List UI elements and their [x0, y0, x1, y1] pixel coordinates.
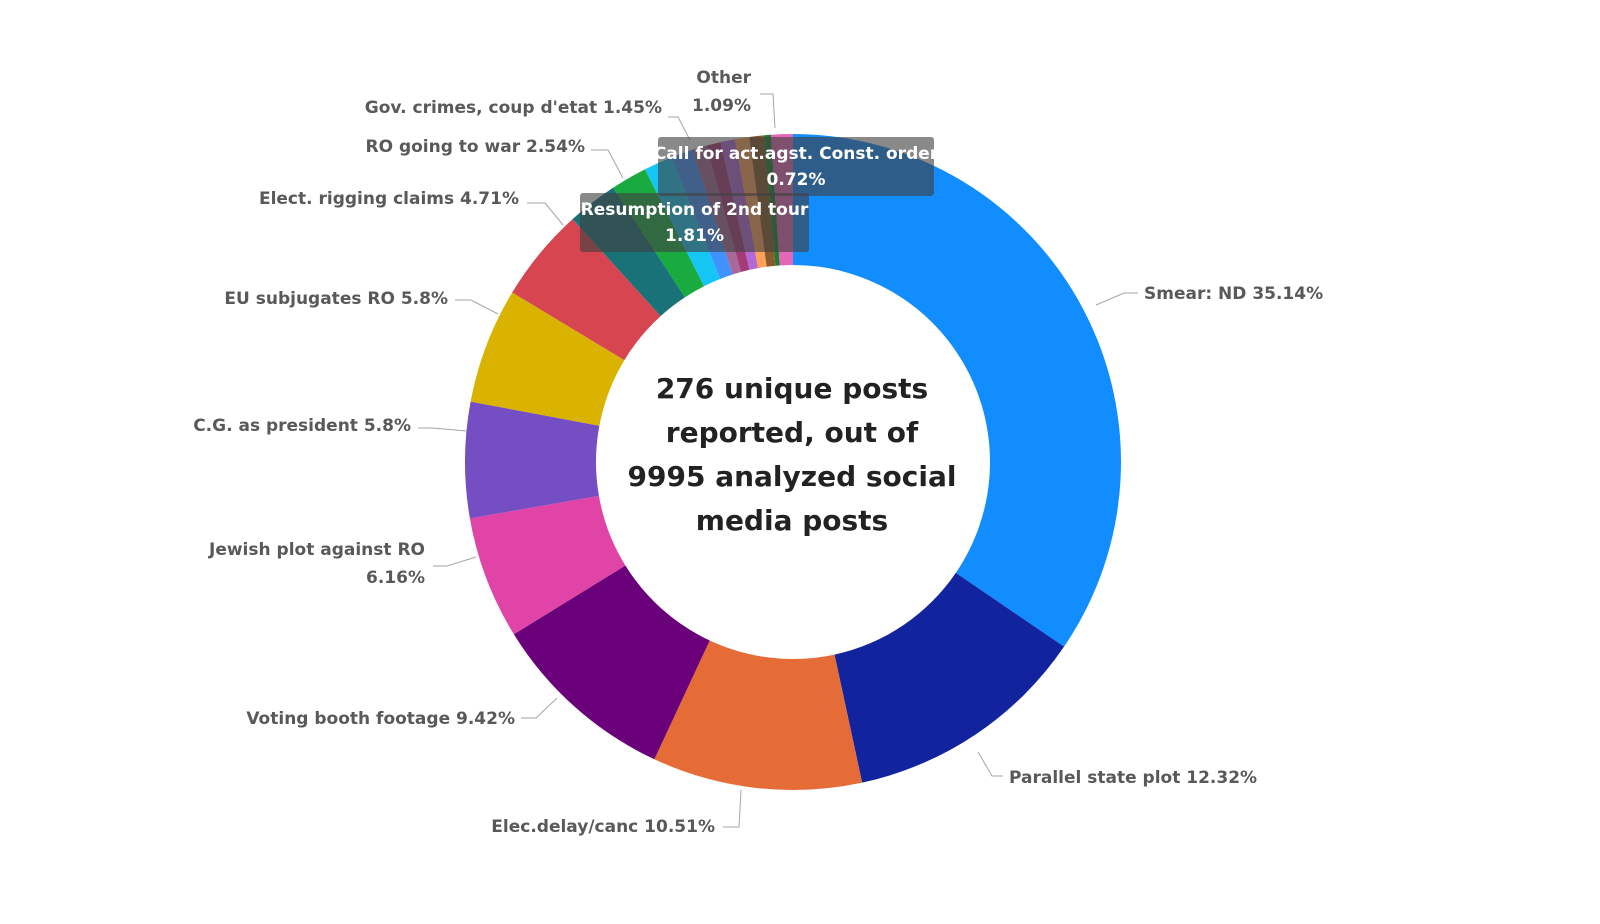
center-summary: 276 unique posts reported, out of 9995 a… [628, 372, 957, 537]
label-other-value: 1.09% [692, 96, 751, 116]
slice-elect-rigging-claims[interactable] [512, 219, 661, 361]
leader-line-jewish-plot-against-ro [433, 556, 477, 567]
leader-line-c-g-as-president [418, 427, 468, 432]
center-text-line-3: 9995 analyzed social [628, 460, 957, 493]
callout-label-resumption-of-2nd-tour-value: 1.81% [665, 226, 724, 246]
label-c-g-as-president: C.G. as president 5.8% [193, 416, 411, 436]
center-text-line-2: reported, out of [666, 416, 919, 449]
label-voting-booth-footage: Voting booth footage 9.42% [246, 709, 515, 729]
slice-jewish-plot-against-ro[interactable] [469, 495, 626, 635]
callout-label-call-for-act-agst-const-order: Call for act.agst. Const. order [654, 144, 939, 164]
label-gov-crimes-coup-d-etat: Gov. crimes, coup d'etat 1.45% [365, 98, 662, 118]
leader-line-smear-nd [1095, 292, 1138, 306]
slice-c-g-as-president[interactable] [464, 401, 600, 519]
leader-line-other [760, 93, 776, 129]
callout-box-call-for-act-agst-const-order [658, 137, 934, 196]
leader-line-eu-subjugates-ro [455, 299, 499, 315]
leader-line-parallel-state-plot [977, 751, 1003, 777]
label-elect-rigging-claims: Elect. rigging claims 4.71% [259, 189, 519, 209]
callout-label-resumption-of-2nd-tour: Resumption of 2nd tour [581, 200, 809, 220]
slice-voting-booth-footage[interactable] [513, 565, 710, 760]
slice-parallel-state-plot[interactable] [834, 572, 1065, 783]
leader-line-gov-crimes-coup-d-etat [668, 116, 691, 141]
label-smear-nd: Smear: ND 35.14% [1144, 284, 1323, 304]
label-jewish-plot-against-ro: Jewish plot against RO [208, 540, 425, 560]
slice-smear-nd[interactable] [793, 134, 1121, 647]
slice-eu-subjugates-ro[interactable] [470, 292, 625, 426]
slice-labels: Smear: ND 35.14% Parallel state plot 12.3… [193, 68, 1323, 837]
callout-label-call-for-act-agst-const-order-value: 0.72% [767, 170, 826, 190]
label-ro-going-to-war: RO going to war 2.54% [365, 137, 585, 157]
callout-box-resumption-of-2nd-tour [580, 193, 809, 252]
leader-line-elec-delay-canc [723, 789, 742, 828]
center-text-line-1: 276 unique posts [656, 372, 928, 405]
label-eu-subjugates-ro: EU subjugates RO 5.8% [224, 289, 448, 309]
label-other: Other [696, 68, 751, 88]
label-parallel-state-plot: Parallel state plot 12.32% [1009, 768, 1257, 788]
leader-line-ro-going-to-war [591, 149, 624, 179]
label-jewish-plot-against-ro-value: 6.16% [366, 568, 425, 588]
label-elec-delay-canc: Elec.delay/canc 10.51% [491, 817, 715, 837]
leader-line-voting-booth-footage [521, 697, 558, 719]
center-text-line-4: media posts [696, 504, 888, 537]
callout-boxes: Resumption of 2nd tour 1.81% Call for act.… [580, 137, 939, 252]
slice-elec-delay-canc[interactable] [654, 640, 863, 790]
leader-lines [418, 93, 1138, 828]
leader-line-elect-rigging-claims [527, 202, 564, 226]
